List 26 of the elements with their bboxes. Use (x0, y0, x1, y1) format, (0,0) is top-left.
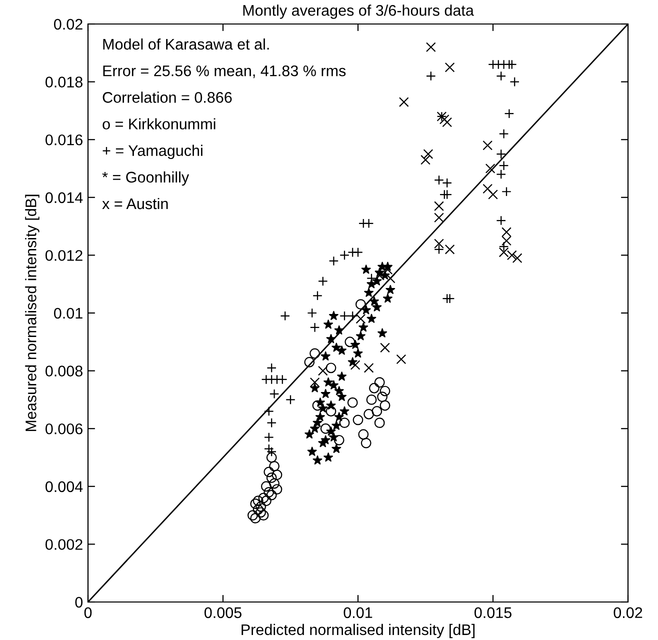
y-axis-title: Measured normalised intensity [dB] (25, 194, 40, 432)
y-tick-label: 0.012 (46, 250, 82, 261)
annotation: Model of Karasawa et al. (103, 38, 269, 50)
x-tick-label: 0.015 (474, 607, 512, 618)
annotation: + = Yamaguchi (102, 144, 202, 160)
annotation: o = Kirkkonummi (102, 118, 216, 130)
annotation: Error = 25.56 % mean, 41.83 % rms (103, 65, 346, 78)
y-tick-label: 0.004 (46, 481, 83, 492)
annotation: * = Goonhilly (102, 171, 190, 186)
y-tick-label: 0 (75, 596, 83, 608)
y-tick-label: 0.002 (46, 539, 82, 550)
y-tick-label: 0.018 (46, 76, 82, 88)
annotation: x = Austin (102, 198, 168, 210)
chart-title: Montly averages of 3/6-hours data (243, 4, 474, 19)
x-tick-label: 0.01 (344, 607, 372, 618)
y-tick-label: 0.016 (46, 134, 82, 146)
x-tick-label: 0.005 (204, 607, 242, 618)
y-tick-label: 0.014 (46, 192, 83, 204)
x-tick-label: 0.02 (614, 607, 642, 618)
y-tick-label: 0.006 (46, 423, 82, 434)
annotation: Correlation = 0.866 (102, 92, 232, 103)
x-axis-title: Predicted normalised intensity [dB] (242, 624, 475, 638)
y-tick-label: 0.01 (54, 308, 82, 319)
y-tick-label: 0.008 (46, 366, 82, 376)
x-tick-label: 0 (84, 607, 92, 618)
y-tick-label: 0.02 (54, 18, 82, 30)
